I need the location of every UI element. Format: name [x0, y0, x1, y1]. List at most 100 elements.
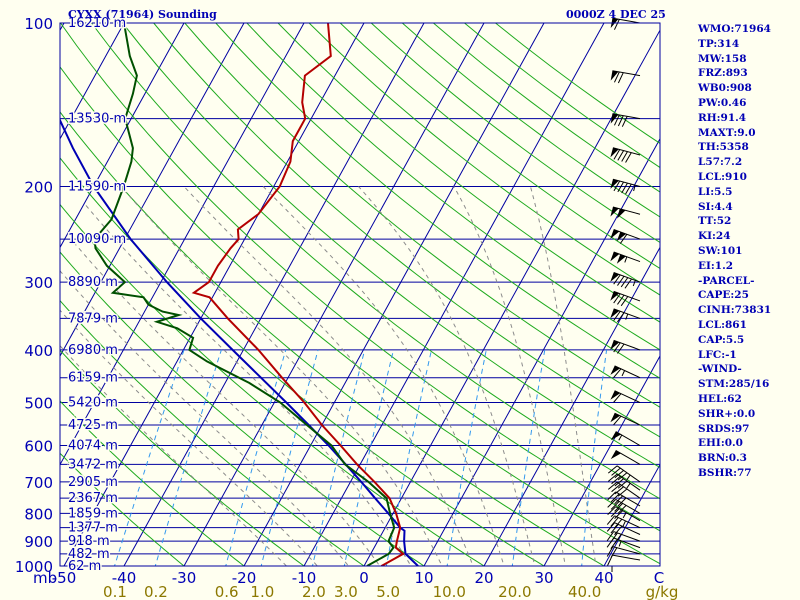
index-item: RH:91.4: [698, 111, 747, 124]
isotherm-line: [60, 23, 185, 249]
wind-barb: [607, 465, 641, 483]
temperature-tick-label: -30: [172, 569, 197, 587]
isotherm-line: [60, 23, 125, 140]
mixing-ratio-line: [225, 349, 287, 566]
index-item: -WIND-: [698, 363, 742, 376]
index-item: KI:24: [698, 230, 731, 243]
index-item: CAPE:25: [698, 289, 749, 302]
index-item: HEL:62: [698, 392, 742, 405]
dry-adiabat-line: [215, 23, 660, 379]
index-item: EI:1.2: [698, 259, 734, 272]
mixing-ratio-label: 5.0: [376, 583, 400, 600]
wind-barb: [606, 531, 641, 544]
temperature-tick-label: C: [654, 569, 664, 587]
dewpoint-trace: [93, 23, 396, 566]
wind-barb: [610, 290, 641, 307]
isotherm-line: [483, 246, 660, 566]
index-item: FRZ:893: [698, 67, 748, 80]
dry-adiabat-line: [60, 400, 245, 566]
wind-barb: [610, 272, 641, 289]
wind-barb: [610, 365, 641, 379]
mixing-ratio-label: 20.0: [498, 583, 531, 600]
temperature-tick-label: 30: [534, 569, 553, 587]
pressure-tick-label: 500: [24, 395, 53, 413]
wind-barb: [610, 251, 641, 264]
mixing-ratio-label: 0.1: [103, 583, 127, 600]
isotherm-line: [183, 23, 485, 566]
index-item: TT:52: [698, 215, 732, 228]
height-label: 7879 m: [68, 311, 118, 326]
index-item: CINH:73831: [698, 304, 772, 317]
wind-barb: [610, 113, 641, 127]
isotherm-line: [303, 23, 605, 566]
moist-adiabat-line: [453, 186, 566, 566]
index-item: WB0:908: [698, 82, 752, 95]
temperature-trace: [191, 23, 405, 566]
mixing-ratio-label: 0.6: [215, 583, 239, 600]
mixing-ratio-label: 1.0: [250, 583, 274, 600]
dry-adiabat-line: [153, 23, 660, 438]
wind-barb: [607, 554, 641, 566]
index-item: LCL:910: [698, 170, 747, 183]
height-label: 918 m: [68, 534, 110, 549]
chart-datetime: 0000Z 4 DEC 25: [566, 8, 666, 21]
mixing-ratio-label: 40.0: [568, 583, 601, 600]
dry-adiabat-line: [339, 23, 660, 270]
mixing-ratio-line: [311, 349, 366, 566]
wind-barb: [607, 481, 641, 499]
mixing-ratio-line: [260, 349, 319, 566]
height-label: 3472 m: [68, 457, 118, 472]
height-label: 16210 m: [68, 16, 126, 31]
mixing-ratio-line: [154, 349, 222, 566]
wind-barb-column: [606, 17, 641, 572]
height-label: 1859 m: [68, 506, 118, 521]
wind-barb: [610, 431, 641, 446]
wind-barb: [607, 491, 641, 507]
temperature-tick-label: -10: [292, 569, 317, 587]
isotherm-line: [63, 23, 365, 566]
height-label: 6980 m: [68, 343, 118, 358]
index-item: L57:7.2: [698, 156, 743, 169]
index-item: SRDS:97: [698, 422, 750, 435]
moist-adiabat-line: [83, 203, 412, 566]
pressure-tick-label: 800: [24, 505, 53, 523]
moist-adiabat-line: [60, 270, 350, 566]
dry-adiabat-line: [277, 23, 660, 323]
dry-adiabat-line: [60, 349, 305, 566]
wind-barb: [611, 565, 640, 572]
dry-adiabat-line: [60, 111, 606, 566]
index-item: MAXT:9.0: [698, 126, 756, 139]
mixing-ratio-label: 0.2: [144, 583, 168, 600]
height-label: 2367 m: [68, 491, 118, 506]
height-label: 482 m: [68, 547, 110, 562]
index-item: TP:314: [698, 37, 740, 50]
wind-barb: [606, 522, 641, 536]
pressure-tick-label: 100: [24, 15, 53, 33]
wind-barb: [610, 229, 641, 244]
isotherm-line: [423, 137, 660, 566]
moist-adiabat-line: [70, 238, 381, 566]
index-item: PW:0.46: [698, 96, 747, 109]
dry-adiabat-line: [246, 23, 660, 351]
mixing-ratio-label: 2.0: [302, 583, 326, 600]
height-label: 5420 m: [68, 396, 118, 411]
temperature-tick-label: -50: [52, 569, 77, 587]
height-label: 6159 m: [68, 371, 118, 386]
wind-barb: [610, 390, 641, 403]
dry-adiabat-line: [60, 251, 425, 566]
wind-barb: [610, 339, 641, 354]
isotherm-line: [363, 29, 660, 566]
pressure-tick-label: 200: [24, 178, 53, 196]
temperature-tick-label: 20: [474, 569, 493, 587]
plot-frame: [59, 22, 661, 567]
pressure-tick-label: 400: [24, 342, 53, 360]
height-label: 8890 m: [68, 275, 118, 290]
moist-adiabat-line: [60, 344, 288, 566]
moist-adiabat-line: [530, 186, 597, 566]
isotherm-line: [60, 23, 245, 358]
plot-area: [60, 23, 660, 566]
pressure-tick-label: 1000: [15, 558, 53, 576]
pressure-tick-label: 300: [24, 274, 53, 292]
mixing-ratio-line: [113, 349, 185, 566]
index-item: BRN:0.3: [698, 452, 747, 465]
